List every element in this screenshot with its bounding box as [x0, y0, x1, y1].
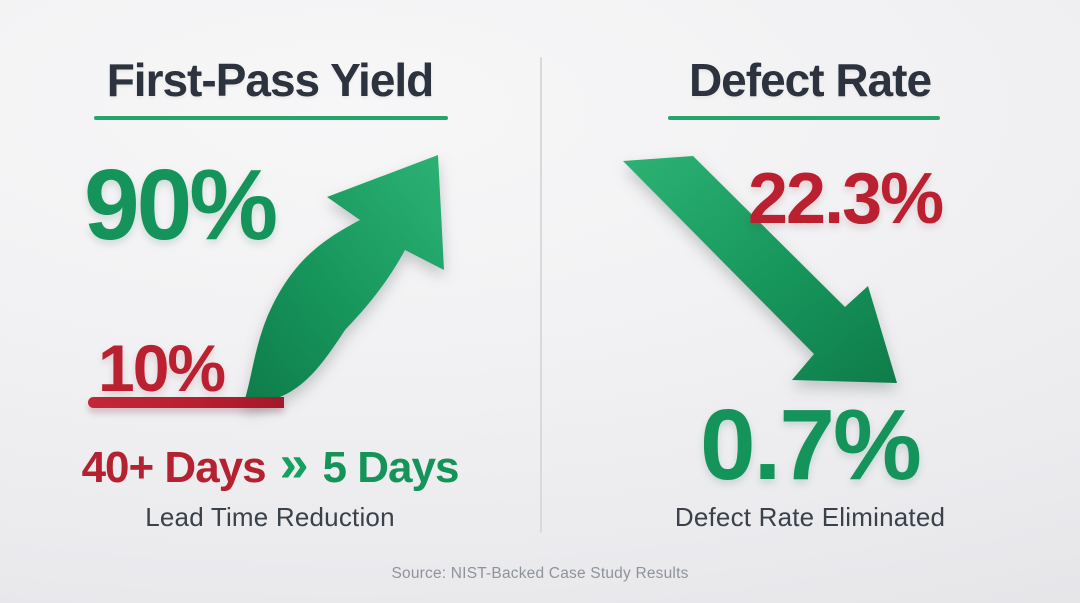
panel-divider	[540, 57, 542, 533]
right-panel-title: Defect Rate	[688, 54, 932, 106]
lead-time-comparison: 40+ Days » 5 Days	[0, 435, 540, 498]
baseline-red-segment	[88, 397, 284, 408]
left-panel-caption: Lead Time Reduction	[145, 502, 395, 532]
left-after-value: 90%	[84, 149, 278, 261]
right-title-underline	[668, 116, 940, 120]
left-panel-title: First-Pass Yield	[106, 54, 435, 106]
left-before-value: 10%	[98, 331, 226, 405]
right-before-value: 22.3%	[748, 159, 944, 239]
double-chevron-icon: »	[279, 435, 309, 493]
right-after-value: 0.7%	[700, 389, 922, 501]
source-attribution: Source: NIST-Backed Case Study Results	[391, 565, 689, 582]
lead-time-before: 40+ Days	[81, 443, 267, 492]
lead-time-after: 5 Days	[322, 443, 460, 492]
right-panel-caption: Defect Rate Eliminated	[674, 502, 946, 532]
left-title-underline	[94, 116, 448, 120]
